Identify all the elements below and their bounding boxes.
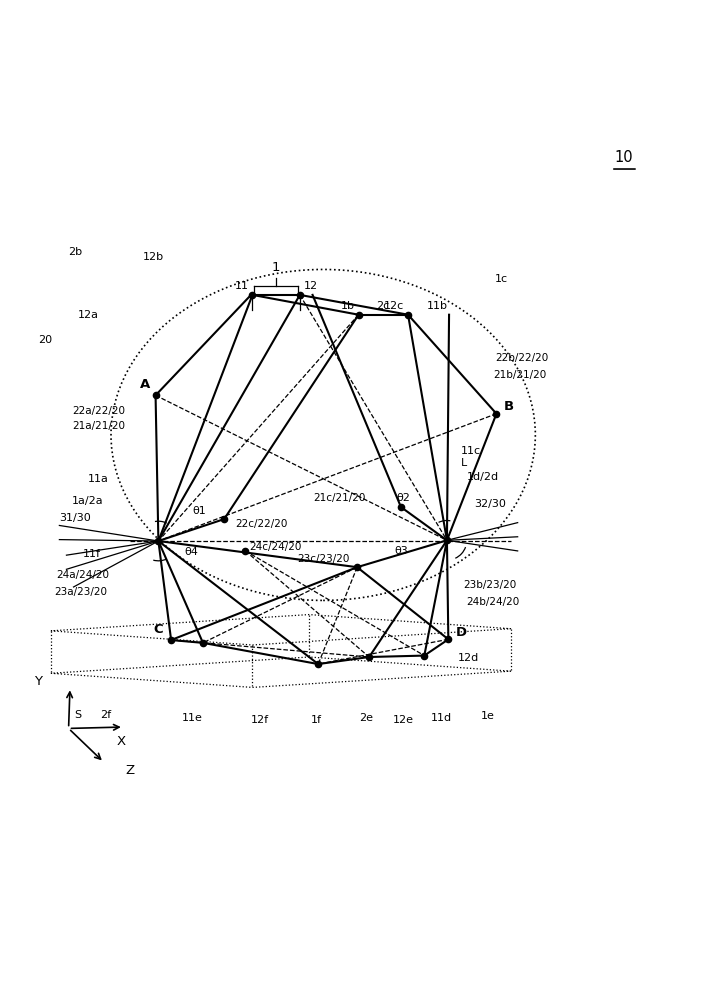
Text: 20: 20 <box>38 335 53 345</box>
Text: L: L <box>461 458 467 468</box>
Text: 22a/22/20: 22a/22/20 <box>72 406 125 416</box>
Text: 21c/21/20: 21c/21/20 <box>313 493 366 503</box>
Text: 2f: 2f <box>101 710 111 720</box>
Text: C: C <box>153 623 163 636</box>
Text: S: S <box>75 710 82 720</box>
Text: 11e: 11e <box>182 713 203 723</box>
Text: 21b/21/20: 21b/21/20 <box>493 370 546 380</box>
Text: X: X <box>117 735 126 748</box>
Text: 11c: 11c <box>461 446 481 456</box>
Text: 2b: 2b <box>69 247 82 257</box>
Text: 1c: 1c <box>495 274 508 284</box>
Text: 1e: 1e <box>481 711 495 721</box>
Text: 12d: 12d <box>458 653 479 663</box>
Text: 10: 10 <box>614 150 633 165</box>
Text: Y: Y <box>34 675 42 688</box>
Text: B: B <box>503 400 513 413</box>
Text: Z: Z <box>126 764 135 777</box>
Text: 12e: 12e <box>393 715 414 725</box>
Text: 1f: 1f <box>310 715 322 725</box>
Text: 12c: 12c <box>384 301 405 311</box>
Text: θ2: θ2 <box>396 493 410 503</box>
Text: 1a/2a: 1a/2a <box>72 496 104 506</box>
Text: 1b: 1b <box>341 301 355 311</box>
Text: 31/30: 31/30 <box>60 513 91 523</box>
Text: 11b: 11b <box>427 301 447 311</box>
Text: 23c/23/20: 23c/23/20 <box>297 554 349 564</box>
Text: θ3: θ3 <box>395 546 408 556</box>
Text: 2c: 2c <box>376 301 390 311</box>
Text: 23b/23/20: 23b/23/20 <box>463 580 516 590</box>
Text: 24c/24/20: 24c/24/20 <box>249 542 301 552</box>
Text: 2e: 2e <box>359 713 373 723</box>
Text: 1d/2d: 1d/2d <box>466 472 499 482</box>
Text: 1: 1 <box>272 261 280 274</box>
Text: 12: 12 <box>303 281 317 291</box>
Text: 24a/24/20: 24a/24/20 <box>57 570 109 580</box>
Text: 11a: 11a <box>87 474 109 484</box>
Text: 22c/22/20: 22c/22/20 <box>235 519 287 529</box>
Text: 12a: 12a <box>78 310 99 320</box>
Text: θ1: θ1 <box>192 506 207 516</box>
Text: θ4: θ4 <box>184 547 198 557</box>
Text: A: A <box>140 378 151 391</box>
Text: 22b/22/20: 22b/22/20 <box>495 353 548 363</box>
Text: D: D <box>455 626 466 639</box>
Text: 12b: 12b <box>143 252 164 262</box>
Text: 12f: 12f <box>251 715 269 725</box>
Text: 23a/23/20: 23a/23/20 <box>55 587 107 597</box>
Text: 11d: 11d <box>431 713 452 723</box>
Text: 24b/24/20: 24b/24/20 <box>466 597 520 607</box>
Text: 32/30: 32/30 <box>474 499 506 509</box>
Text: 11f: 11f <box>82 549 100 559</box>
Text: 11: 11 <box>235 281 249 291</box>
Text: 21a/21/20: 21a/21/20 <box>72 421 125 431</box>
